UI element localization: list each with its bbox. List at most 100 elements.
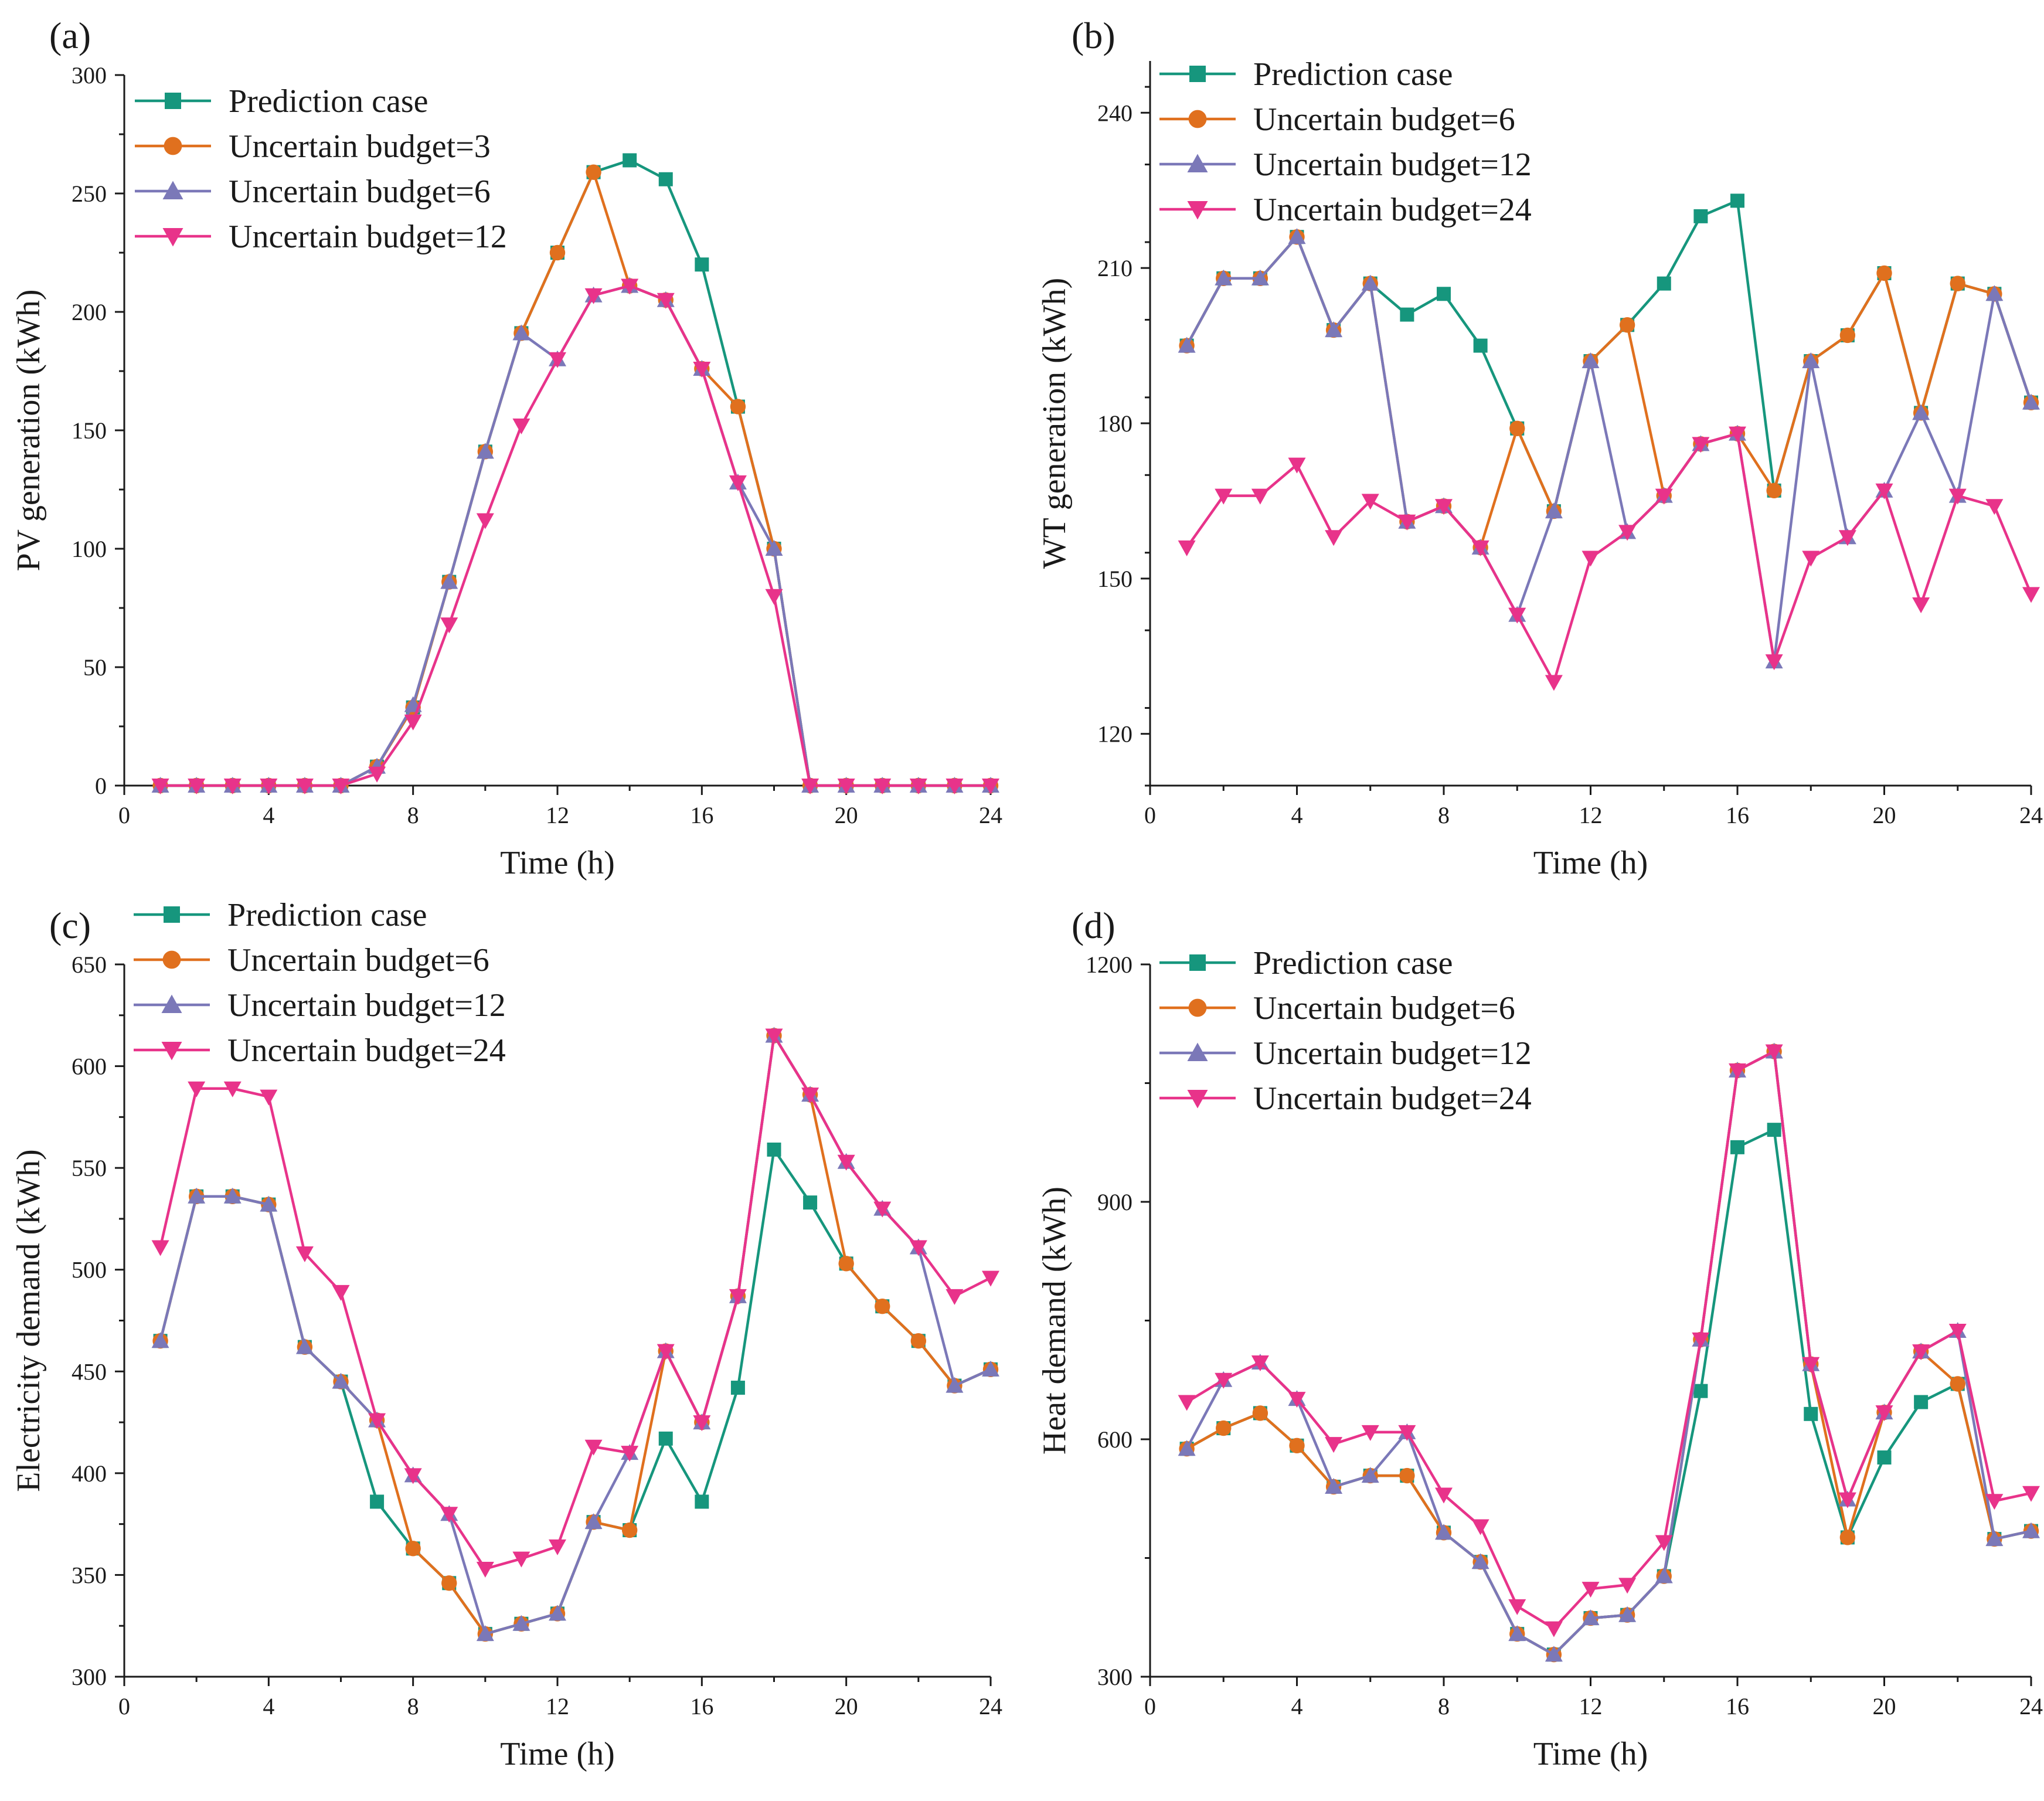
data-point <box>1838 530 1856 546</box>
panel-label: (a) <box>49 15 91 56</box>
data-point <box>693 361 711 378</box>
series-prediction-case <box>1179 1123 2038 1662</box>
data-point <box>1399 1467 1415 1484</box>
data-point <box>1252 1405 1268 1421</box>
data-point <box>188 1187 206 1204</box>
data-point <box>1437 287 1451 301</box>
series-uncertain-budget-12 <box>1178 1042 2040 1662</box>
series-uncertain-budget-6 <box>152 1028 999 1642</box>
data-point <box>621 1522 638 1538</box>
data-point <box>1435 1524 1453 1540</box>
x-tick-label: 4 <box>263 1693 274 1720</box>
data-point <box>295 779 314 794</box>
data-point <box>1948 488 1967 505</box>
data-point <box>1619 317 1635 333</box>
data-point <box>1693 209 1708 223</box>
series-line <box>1186 1050 2032 1630</box>
data-point <box>476 443 494 459</box>
y-tick-label: 400 <box>72 1460 107 1487</box>
legend-label: Uncertain budget=6 <box>227 942 489 978</box>
data-point <box>909 1240 927 1256</box>
data-point <box>1325 530 1343 546</box>
x-tick-label: 16 <box>690 1693 713 1720</box>
data-point <box>1325 321 1343 338</box>
data-point <box>1729 1063 1746 1079</box>
panel-label: (b) <box>1072 15 1115 56</box>
data-point <box>584 1439 603 1456</box>
legend: Prediction case Uncertain budget=6 Uncerta… <box>134 897 506 1069</box>
data-point <box>838 1256 854 1272</box>
data-point <box>1582 1609 1600 1626</box>
x-tick-label: 12 <box>1579 1693 1603 1720</box>
data-point <box>1655 488 1673 505</box>
data-point <box>1618 1606 1637 1622</box>
y-tick-label: 600 <box>72 1054 107 1080</box>
data-point <box>1582 1582 1600 1598</box>
data-point <box>1215 1372 1233 1389</box>
data-point <box>621 1446 639 1462</box>
data-point <box>549 1539 566 1555</box>
data-point <box>1802 1357 1820 1373</box>
y-tick-label: 450 <box>72 1358 107 1385</box>
data-point <box>765 1028 783 1045</box>
data-point <box>1325 1437 1343 1453</box>
x-tick-label: 0 <box>1144 802 1156 828</box>
data-point <box>1912 1344 1930 1361</box>
chart-panel-3: 0 4 8 12 16 20 24 300 350 400 450 500 550 600 650 Time … <box>11 897 1002 1772</box>
data-point <box>1471 1553 1489 1569</box>
x-axis-title: Time (h) <box>500 1736 615 1772</box>
legend-label: Prediction case <box>229 83 428 120</box>
y-axis-title: Electricity demand (kWh) <box>11 1149 47 1492</box>
data-point <box>693 1415 711 1432</box>
data-point <box>1215 269 1233 286</box>
data-point <box>441 1575 457 1591</box>
data-point <box>1838 1492 1856 1508</box>
data-point <box>1398 1425 1416 1441</box>
data-point <box>875 1299 890 1314</box>
data-point <box>1361 494 1379 510</box>
data-point <box>1985 1494 2004 1510</box>
data-point <box>1400 307 1414 322</box>
data-point <box>188 1081 206 1097</box>
data-point <box>1876 265 1892 281</box>
data-point <box>1875 1405 1893 1422</box>
y-tick-label: 150 <box>1097 566 1132 592</box>
data-point <box>1545 1621 1563 1637</box>
data-point <box>151 1332 169 1348</box>
data-point <box>946 1289 964 1305</box>
data-point <box>1766 482 1782 498</box>
series-uncertain-budget-24 <box>1178 426 2040 691</box>
x-tick-label: 20 <box>835 802 858 828</box>
data-point <box>223 779 242 794</box>
x-tick-label: 12 <box>546 1693 569 1720</box>
legend-marker <box>1188 110 1207 128</box>
data-point <box>1765 1044 1783 1061</box>
data-point <box>2022 1522 2040 1538</box>
data-point <box>1509 420 1525 437</box>
data-point <box>476 1562 494 1578</box>
data-point <box>332 1372 350 1389</box>
x-axis-title: Time (h) <box>1533 845 1648 881</box>
series-line <box>1186 1050 2032 1656</box>
data-point <box>1288 228 1306 244</box>
data-point <box>1839 327 1856 344</box>
series-line <box>160 284 991 787</box>
legend-label: Prediction case <box>227 897 427 933</box>
data-point <box>2022 587 2040 603</box>
data-point <box>151 1240 169 1256</box>
data-point <box>1473 338 1488 353</box>
data-point <box>1618 525 1637 541</box>
data-point <box>1767 1123 1781 1137</box>
data-point <box>767 1142 781 1157</box>
data-point <box>1582 551 1600 567</box>
legend-marker <box>1187 1090 1208 1109</box>
data-point <box>2022 393 2040 410</box>
data-point <box>1545 1646 1563 1662</box>
y-tick-label: 1200 <box>1086 952 1132 978</box>
data-point <box>873 779 892 794</box>
data-point <box>1325 1478 1343 1494</box>
legend-label: Uncertain budget=3 <box>229 128 491 165</box>
legend-marker <box>1187 1042 1208 1061</box>
y-axis-title: WT generation (kWh) <box>1036 278 1073 569</box>
